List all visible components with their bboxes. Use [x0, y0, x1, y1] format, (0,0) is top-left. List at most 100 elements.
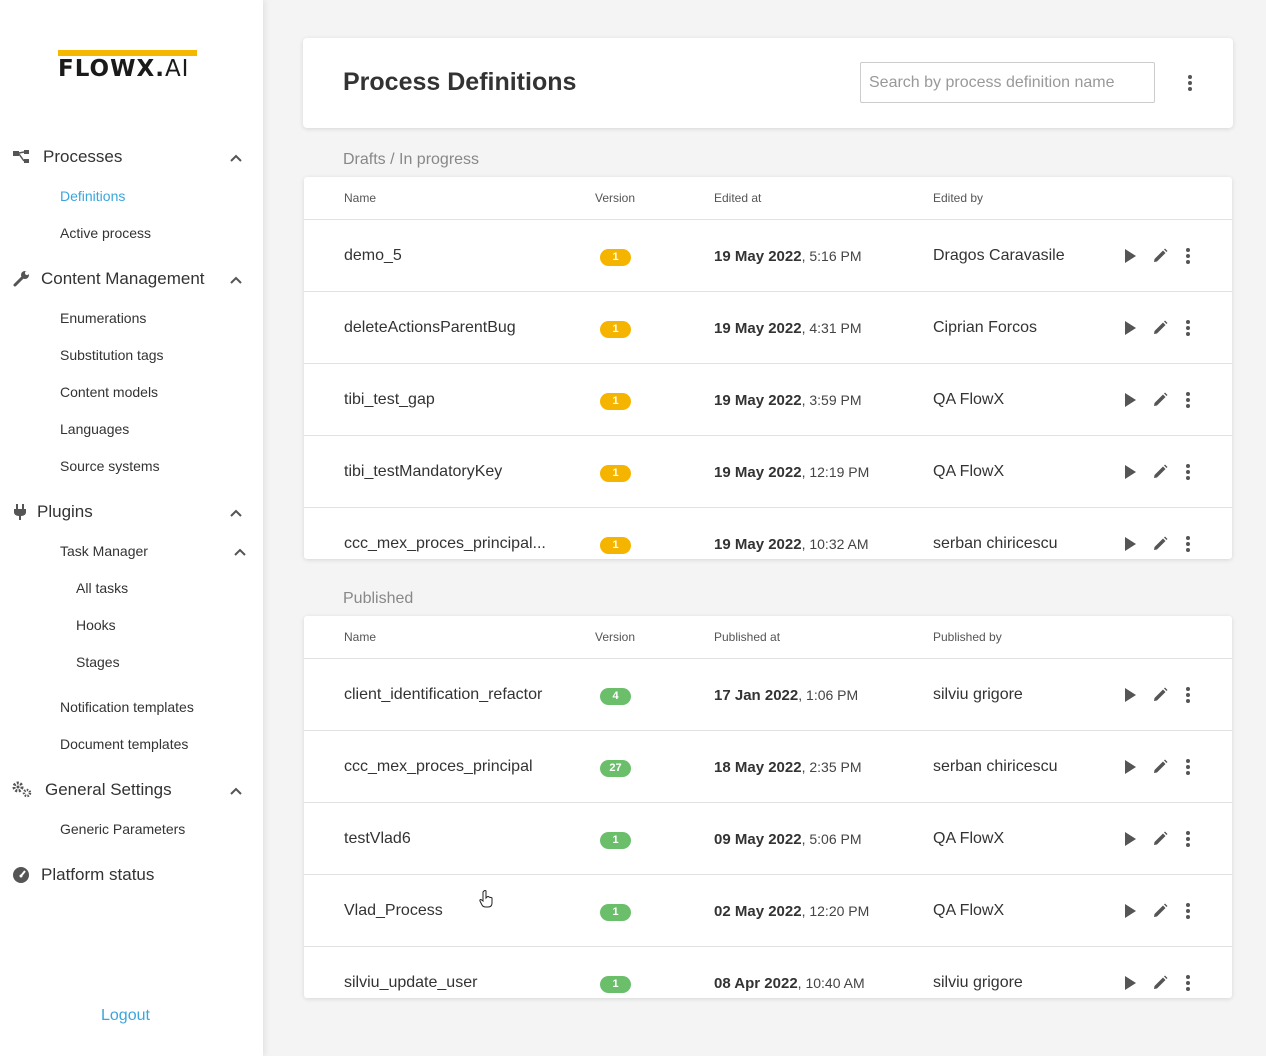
play-icon[interactable] — [1121, 462, 1139, 482]
sidebar-item-content-models[interactable]: Content models — [60, 384, 159, 400]
more-vertical-icon[interactable] — [1179, 685, 1197, 705]
version-badge: 1 — [600, 832, 631, 849]
user-cell: Dragos Caravasile — [933, 247, 1065, 264]
time-value: , 5:06 PM — [801, 831, 862, 847]
process-name[interactable]: client_identification_refactor — [344, 686, 543, 703]
nav-section-general-settings[interactable]: General Settings — [0, 777, 263, 803]
more-vertical-icon[interactable] — [1179, 829, 1197, 849]
table-row[interactable]: tibi_test_gap 1 19 May 2022, 3:59 PM QA Flo… — [304, 364, 1232, 436]
process-name[interactable]: testVlad6 — [344, 830, 411, 847]
pencil-icon[interactable] — [1151, 534, 1169, 554]
table-row[interactable]: deleteActionsParentBug 1 19 May 2022, 4:31… — [304, 292, 1232, 364]
pencil-icon[interactable] — [1151, 685, 1169, 705]
table-row[interactable]: ccc_mex_proces_principal 27 18 May 2022, 2… — [304, 731, 1232, 803]
pencil-icon[interactable] — [1151, 829, 1169, 849]
process-name[interactable]: tibi_test_gap — [344, 391, 435, 408]
chevron-up-icon[interactable] — [233, 545, 247, 557]
date-cell: 17 Jan 2022, 1:06 PM — [714, 687, 858, 704]
sidebar-item-stages[interactable]: Stages — [76, 654, 120, 670]
logo-bar — [58, 50, 197, 56]
column-header[interactable]: Edited by — [933, 191, 984, 205]
sidebar-item-languages[interactable]: Languages — [60, 421, 130, 437]
page-header: Process Definitions — [303, 38, 1233, 128]
time-value: , 5:16 PM — [801, 248, 862, 264]
pencil-icon[interactable] — [1151, 390, 1169, 410]
play-icon[interactable] — [1121, 973, 1139, 993]
process-name[interactable]: Vlad_Process — [344, 902, 443, 919]
process-name[interactable]: tibi_testMandatoryKey — [344, 463, 503, 480]
pencil-icon[interactable] — [1151, 973, 1169, 993]
play-icon[interactable] — [1121, 534, 1139, 554]
more-vertical-icon[interactable] — [1179, 246, 1197, 266]
more-vertical-icon[interactable] — [1179, 973, 1197, 993]
nav-section-content-management[interactable]: Content Management — [0, 266, 263, 292]
sidebar-item-task-manager[interactable]: Task Manager — [60, 543, 148, 559]
pencil-icon[interactable] — [1151, 757, 1169, 777]
table-row[interactable]: demo_5 1 19 May 2022, 5:16 PM Dragos Carava… — [304, 220, 1232, 292]
play-icon[interactable] — [1121, 246, 1139, 266]
column-header[interactable]: Published at — [714, 630, 781, 644]
date-cell: 19 May 2022, 3:59 PM — [714, 392, 862, 409]
process-name[interactable]: demo_5 — [344, 247, 402, 264]
chevron-up-icon[interactable] — [229, 151, 243, 163]
play-icon[interactable] — [1121, 901, 1139, 921]
chevron-up-icon[interactable] — [229, 784, 243, 796]
sidebar-item-generic-parameters[interactable]: Generic Parameters — [60, 821, 186, 837]
sidebar-item-all-tasks[interactable]: All tasks — [76, 580, 129, 596]
column-header[interactable]: Name — [344, 630, 377, 644]
table-row[interactable]: silviu_update_user 1 08 Apr 2022, 10:40 AM… — [304, 947, 1232, 998]
nav-section-platform-status[interactable]: Platform status — [0, 862, 263, 888]
date-value: 02 May 2022 — [714, 903, 802, 920]
table-row[interactable]: testVlad6 1 09 May 2022, 5:06 PM QA FlowX — [304, 803, 1232, 875]
page-title: Process Definitions — [343, 68, 577, 96]
more-vertical-icon[interactable] — [1179, 757, 1197, 777]
more-vertical-icon[interactable] — [1179, 390, 1197, 410]
gauge-icon — [12, 866, 32, 884]
more-vertical-icon[interactable] — [1179, 901, 1197, 921]
play-icon[interactable] — [1121, 829, 1139, 849]
chevron-up-icon[interactable] — [229, 273, 243, 285]
play-icon[interactable] — [1121, 390, 1139, 410]
process-name[interactable]: silviu_update_user — [344, 974, 478, 991]
nav-section-plugins[interactable]: Plugins — [0, 499, 263, 525]
sidebar-item-hooks[interactable]: Hooks — [76, 617, 116, 633]
column-header[interactable]: Version — [595, 191, 636, 205]
sidebar-item-substitution-tags[interactable]: Substitution tags — [60, 347, 164, 363]
sidebar-item-definitions[interactable]: Definitions — [60, 188, 126, 204]
logout-link[interactable]: Logout — [101, 1007, 150, 1024]
table-row[interactable]: Vlad_Process 1 02 May 2022, 12:20 PM QA Flo… — [304, 875, 1232, 947]
sidebar-item-enumerations[interactable]: Enumerations — [60, 310, 147, 326]
pencil-icon[interactable] — [1151, 462, 1169, 482]
play-icon[interactable] — [1121, 318, 1139, 338]
more-vertical-icon[interactable] — [1179, 318, 1197, 338]
chevron-up-icon[interactable] — [229, 506, 243, 518]
sidebar-item-document-templates[interactable]: Document templates — [60, 736, 189, 752]
date-cell: 09 May 2022, 5:06 PM — [714, 831, 862, 848]
sidebar-item-active-process[interactable]: Active process — [60, 225, 152, 241]
play-icon[interactable] — [1121, 757, 1139, 777]
sidebar-item-source-systems[interactable]: Source systems — [60, 458, 160, 474]
column-header[interactable]: Name — [344, 191, 377, 205]
column-header[interactable]: Edited at — [714, 191, 762, 205]
column-header[interactable]: Published by — [933, 630, 1002, 644]
nav-section-processes[interactable]: Processes — [0, 144, 263, 170]
pencil-icon[interactable] — [1151, 246, 1169, 266]
process-name[interactable]: deleteActionsParentBug — [344, 319, 516, 336]
process-name[interactable]: ccc_mex_proces_principal — [344, 758, 533, 775]
version-badge: 1 — [600, 465, 631, 482]
play-icon[interactable] — [1121, 685, 1139, 705]
more-vertical-icon[interactable] — [1181, 72, 1199, 94]
search-input[interactable] — [860, 62, 1155, 103]
table-row[interactable]: tibi_testMandatoryKey 1 19 May 2022, 12:19… — [304, 436, 1232, 508]
wrench-icon — [12, 270, 32, 288]
table-row[interactable]: ccc_mex_proces_principal... 1 19 May 2022,… — [304, 508, 1232, 559]
sidebar-item-notification-templates[interactable]: Notification templates — [60, 699, 194, 715]
more-vertical-icon[interactable] — [1179, 462, 1197, 482]
pencil-icon[interactable] — [1151, 318, 1169, 338]
column-header[interactable]: Version — [595, 630, 636, 644]
more-vertical-icon[interactable] — [1179, 534, 1197, 554]
process-name[interactable]: ccc_mex_proces_principal... — [344, 535, 546, 552]
pencil-icon[interactable] — [1151, 901, 1169, 921]
table-row[interactable]: client_identification_refactor 4 17 Jan 20… — [304, 659, 1232, 731]
flowx-logo[interactable]: FLOWX.AI — [58, 50, 198, 82]
